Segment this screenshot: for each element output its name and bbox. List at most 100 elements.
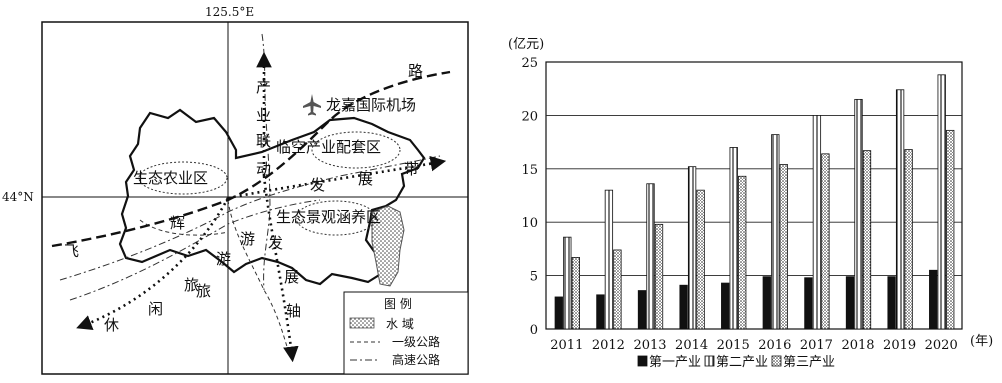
bar-3: [946, 129, 955, 330]
axis-char: 带: [404, 160, 419, 178]
legend-swatch: [704, 355, 715, 367]
legend-expressway-label: 高速公路: [392, 352, 440, 367]
zone-label-agriculture: 生态农业区: [133, 169, 208, 187]
axis-char: 休: [104, 316, 119, 334]
bar-1: [596, 294, 605, 330]
x-tick-label: 2014: [675, 338, 708, 353]
x-axis-unit: (年): [970, 334, 993, 349]
bar-3: [613, 249, 622, 330]
airport-icon: [303, 94, 321, 116]
bar-2: [687, 166, 697, 330]
axis-char: 动: [256, 160, 271, 178]
water-area: [371, 205, 405, 287]
axis-char: 辉: [170, 214, 185, 232]
bar-3: [696, 189, 705, 330]
map-figure: 125.5°E 44°N 路 生态农业区 临空产业配套区 生态景观涵养区 龙嘉国…: [2, 5, 469, 375]
primary-road-1: [227, 199, 289, 351]
x-tick-label: 2013: [633, 338, 666, 353]
zone-ellipse-landscape: [295, 200, 377, 236]
legend-label: 第二产业: [716, 355, 768, 370]
bar-1: [721, 282, 730, 330]
x-tick-label: 2018: [841, 338, 874, 353]
road-label: 路: [408, 62, 423, 80]
bar-2: [646, 183, 655, 330]
zone-ellipse-airport: [311, 131, 401, 169]
y-tick-label: 10: [521, 216, 538, 231]
bar-1: [679, 284, 688, 330]
legend-swatch: [637, 355, 648, 367]
y-tick-label: 15: [521, 163, 538, 178]
x-tick-label: 2016: [758, 338, 791, 353]
bar-1: [762, 276, 771, 330]
axis-char: 轴: [286, 302, 301, 320]
bar-chart: (亿元) 2011 2012 2013 2014 2015 2016 2017 2018 201…: [508, 37, 993, 370]
bar-2: [563, 236, 572, 330]
map-frame: [41, 21, 469, 375]
chart-legend: 第一产业 第二产业 第三产业: [637, 355, 835, 370]
expressway-3: [261, 33, 271, 291]
bar-3: [571, 257, 580, 330]
y-tick-label: 5: [530, 270, 538, 285]
axis-char: 产: [256, 78, 271, 96]
legend-label: 第一产业: [649, 355, 701, 370]
expressway-2: [69, 199, 321, 301]
zone-ellipse-agriculture: [138, 161, 228, 195]
axis-char: 发: [268, 234, 283, 252]
y-tick-label: 0: [530, 323, 538, 338]
y-tick-label: 25: [521, 56, 538, 71]
x-tick-label: 2019: [883, 338, 916, 353]
axis-char: 闲: [148, 300, 163, 318]
bar-1: [929, 269, 938, 330]
zone-label-landscape: 生态景观涵养区: [276, 208, 381, 226]
bar-2: [771, 134, 780, 330]
axis-char: 发: [310, 176, 325, 194]
bar-2: [895, 89, 905, 330]
bar-1: [887, 276, 896, 330]
legend-label: 第三产业: [783, 355, 835, 370]
bar-1: [845, 276, 855, 330]
x-tick-label: 2017: [800, 338, 833, 353]
longitude-label: 125.5°E: [205, 5, 254, 19]
major-road: [51, 70, 451, 248]
y-tick-label: 20: [521, 109, 538, 124]
bar-2: [604, 189, 614, 330]
bar-2: [854, 98, 863, 330]
legend-water-label: 水 域: [386, 317, 414, 331]
primary-road-2: [139, 219, 229, 236]
bar-2: [812, 115, 822, 330]
bar-2: [729, 147, 738, 330]
plot-frame: [545, 61, 963, 330]
bar-3: [779, 164, 788, 330]
legend-title: 图 例: [384, 297, 412, 311]
legend-swatch: [771, 355, 782, 367]
bar-2: [937, 74, 946, 330]
latitude-label: 44°N: [2, 190, 34, 204]
bar-3: [821, 153, 830, 330]
legend-water-swatch: [349, 317, 375, 329]
bar-3: [738, 175, 747, 330]
x-tick-label: 2020: [925, 338, 958, 353]
x-tick-label: 2011: [550, 338, 583, 353]
axis-char: 飞: [64, 242, 79, 260]
bar-3: [654, 223, 664, 330]
axis-char: 展: [284, 268, 299, 286]
airport-label: 龙嘉国际机场: [326, 96, 416, 114]
map-legend: 图 例 水 域 一级公路 高速公路: [343, 291, 469, 375]
axis-char: 旅: [196, 282, 211, 300]
x-tick-label: 2012: [592, 338, 625, 353]
axis-char: 游: [240, 230, 255, 248]
bar-1: [804, 277, 813, 330]
zone-label-airport: 临空产业配套区: [276, 138, 381, 156]
x-tick-label: 2015: [717, 338, 750, 353]
legend-primary-label: 一级公路: [392, 334, 440, 349]
bar-3: [904, 149, 913, 330]
axis-char: 游: [216, 250, 231, 268]
axis-char: 业: [256, 106, 271, 124]
bar-1: [554, 296, 563, 330]
axis-char: 展: [358, 170, 373, 188]
expressway-1: [59, 155, 441, 281]
axis-char: 旅: [184, 276, 199, 294]
bar-3: [862, 150, 872, 330]
bar-1: [637, 290, 647, 330]
y-axis-label: (亿元): [508, 37, 544, 52]
